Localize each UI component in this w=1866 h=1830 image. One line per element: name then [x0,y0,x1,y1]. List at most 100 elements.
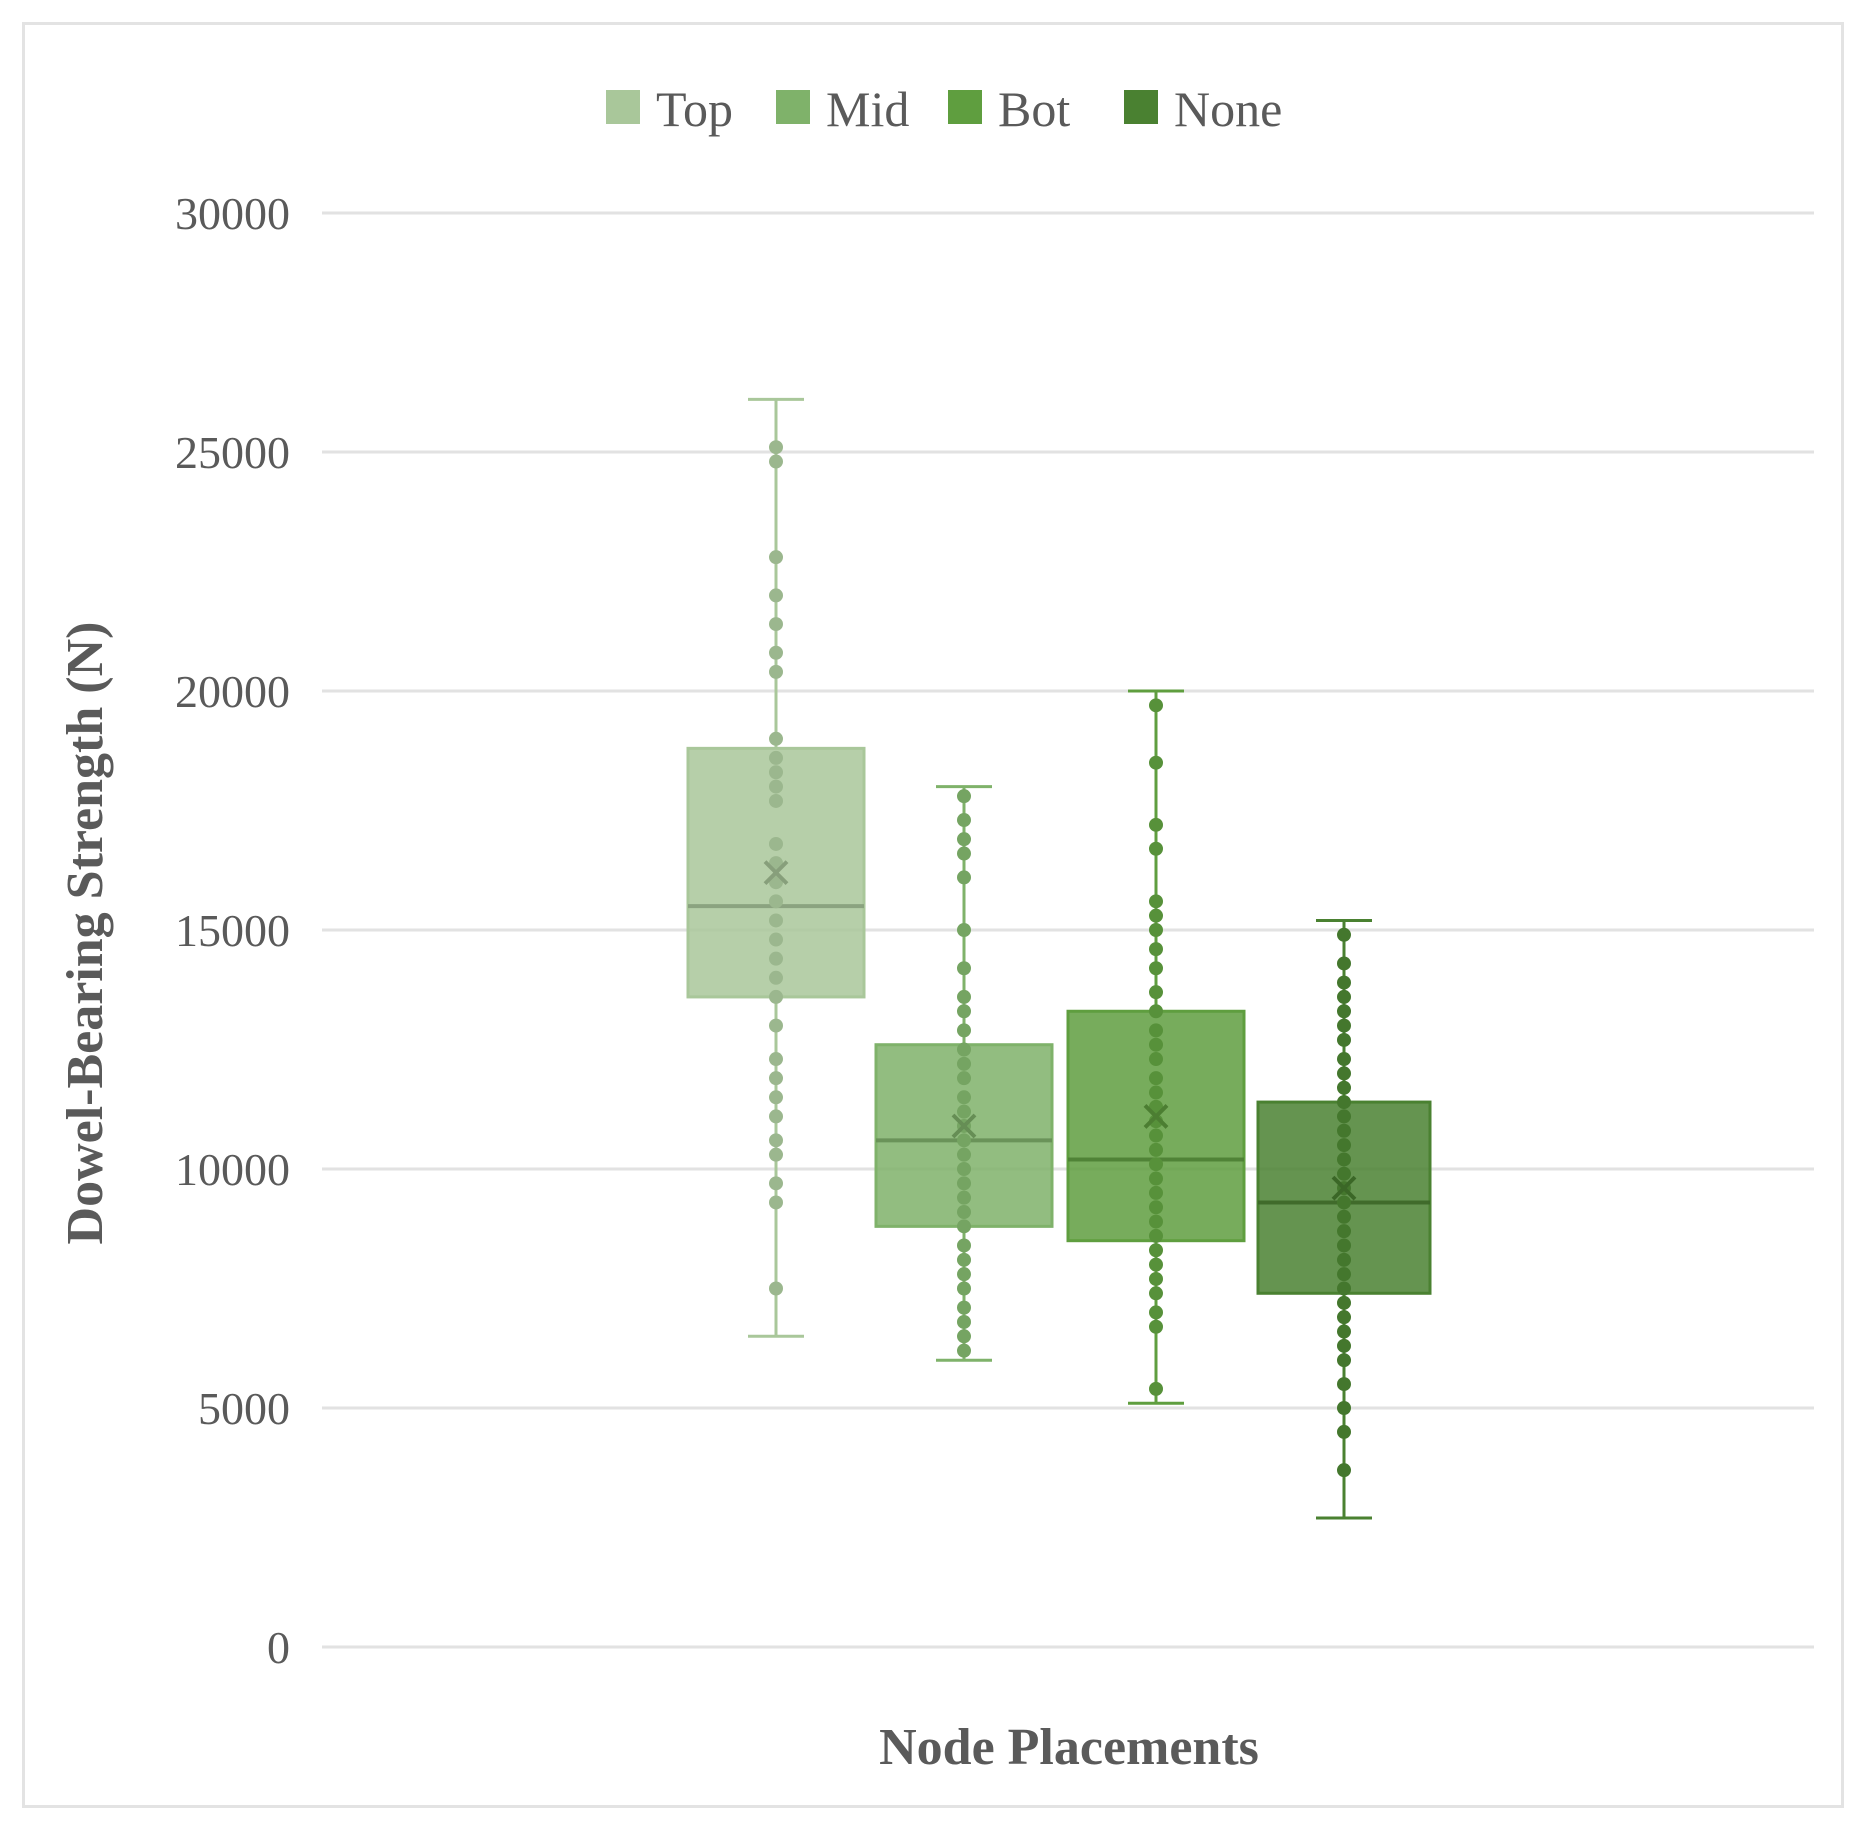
data-point [1149,1071,1163,1086]
data-point [1149,1271,1163,1286]
data-point [957,1329,971,1344]
data-point [1337,1109,1351,1124]
legend-label: Mid [826,81,909,137]
data-point [769,664,783,679]
data-point [1149,908,1163,923]
data-point [1337,1424,1351,1439]
data-point [769,454,783,469]
data-point [1337,956,1351,971]
data-point [1149,1381,1163,1396]
data-point [1149,1243,1163,1258]
y-tick-label: 25000 [175,427,290,478]
data-point [1337,1377,1351,1392]
data-point [769,731,783,746]
data-point [1149,942,1163,957]
data-point [769,1195,783,1210]
data-point [1149,923,1163,937]
data-point [1149,894,1163,909]
y-tick-label: 20000 [175,666,290,717]
data-point [957,1343,971,1358]
data-point [957,923,971,937]
data-point [1149,961,1163,976]
data-point [1149,1228,1163,1243]
data-point [957,1205,971,1220]
data-point [957,1300,971,1315]
data-point [1337,1195,1351,1210]
y-tick-label: 15000 [175,905,290,956]
data-point [1337,1463,1351,1478]
mean-marker [1331,1175,1357,1201]
data-point [769,989,783,1004]
y-tick-label: 10000 [175,1144,290,1195]
data-point [1337,1401,1351,1415]
data-point [769,645,783,660]
data-point [769,779,783,794]
data-point [1149,1171,1163,1186]
data-point [1337,1224,1351,1239]
data-point [769,1176,783,1191]
data-point [1337,1080,1351,1095]
data-point [1149,817,1163,832]
gridlines [322,211,1814,1649]
data-point [957,1267,971,1282]
mean-marker [763,860,789,886]
data-point [1337,1032,1351,1047]
data-point [957,789,971,804]
legend-label: None [1174,81,1282,137]
data-point [957,1162,971,1176]
data-point [1337,1052,1351,1067]
data-point [769,440,783,455]
data-point [957,1004,971,1019]
data-point [769,1133,783,1148]
data-point [1149,1185,1163,1200]
data-point [769,765,783,780]
data-point [957,846,971,861]
legend-label: Top [656,81,733,137]
data-point [769,1018,783,1033]
data-point [957,1176,971,1191]
data-point [957,989,971,1004]
data-point [1337,1095,1351,1110]
data-point [1337,1166,1351,1181]
data-point [957,1190,971,1205]
data-point [1149,1286,1163,1301]
data-point [769,1071,783,1086]
data-point [1337,1267,1351,1282]
data-point [1337,1338,1351,1353]
data-point [1337,1324,1351,1339]
y-tick-label: 30000 [175,188,290,239]
data-point [1149,1305,1163,1320]
data-point [957,1133,971,1148]
data-point [1149,755,1163,770]
data-point [1337,1123,1351,1138]
data-point [1149,841,1163,856]
mean-marker [1143,1104,1169,1129]
data-point [1337,1152,1351,1167]
data-point [1149,1037,1163,1052]
legend-swatch [948,90,982,124]
data-point [1337,1353,1351,1368]
box-none [1256,918,1432,1520]
data-point [769,588,783,603]
data-point [769,1090,783,1105]
data-point [1337,1295,1351,1310]
box-top [686,397,866,1338]
data-point [957,1147,971,1162]
data-point [769,550,783,565]
data-point [1337,927,1351,942]
data-point [1337,1066,1351,1081]
data-point [957,1090,971,1105]
y-tick-label: 5000 [198,1383,290,1434]
data-point [1149,1157,1163,1172]
data-point [957,1252,971,1267]
data-point [1149,1257,1163,1272]
data-point [1149,1004,1163,1019]
box-bot [1066,689,1246,1405]
data-point [769,1147,783,1162]
data-point [957,870,971,885]
chart-frame [22,22,1844,1808]
data-point [957,1104,971,1119]
data-point [1337,975,1351,990]
box-mid [874,785,1054,1362]
